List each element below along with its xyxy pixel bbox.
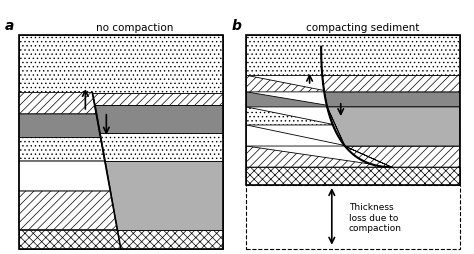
Bar [246,36,460,185]
Polygon shape [19,191,118,230]
Polygon shape [19,93,96,115]
Polygon shape [92,93,223,106]
Polygon shape [246,167,460,185]
Bar [19,36,223,249]
Bar [246,185,460,249]
Text: compacting sediment: compacting sediment [306,23,419,33]
Polygon shape [19,138,105,162]
Polygon shape [322,76,460,92]
Polygon shape [345,147,460,167]
Polygon shape [19,115,100,138]
Polygon shape [100,134,223,162]
Polygon shape [327,107,460,125]
Polygon shape [19,230,223,249]
Polygon shape [324,92,460,107]
Polygon shape [246,92,327,107]
Polygon shape [95,106,223,134]
Text: a: a [5,19,14,33]
Polygon shape [19,162,110,191]
Polygon shape [105,162,223,230]
Polygon shape [327,107,460,147]
Polygon shape [246,107,333,125]
Text: Thickness
loss due to
compaction: Thickness loss due to compaction [349,202,402,232]
Text: no compaction: no compaction [96,23,174,33]
Polygon shape [333,125,460,147]
Text: b: b [232,19,242,33]
Polygon shape [246,147,392,167]
Polygon shape [19,36,223,93]
Polygon shape [246,36,460,76]
Bar [19,36,223,249]
Polygon shape [246,125,345,147]
Polygon shape [246,76,324,92]
